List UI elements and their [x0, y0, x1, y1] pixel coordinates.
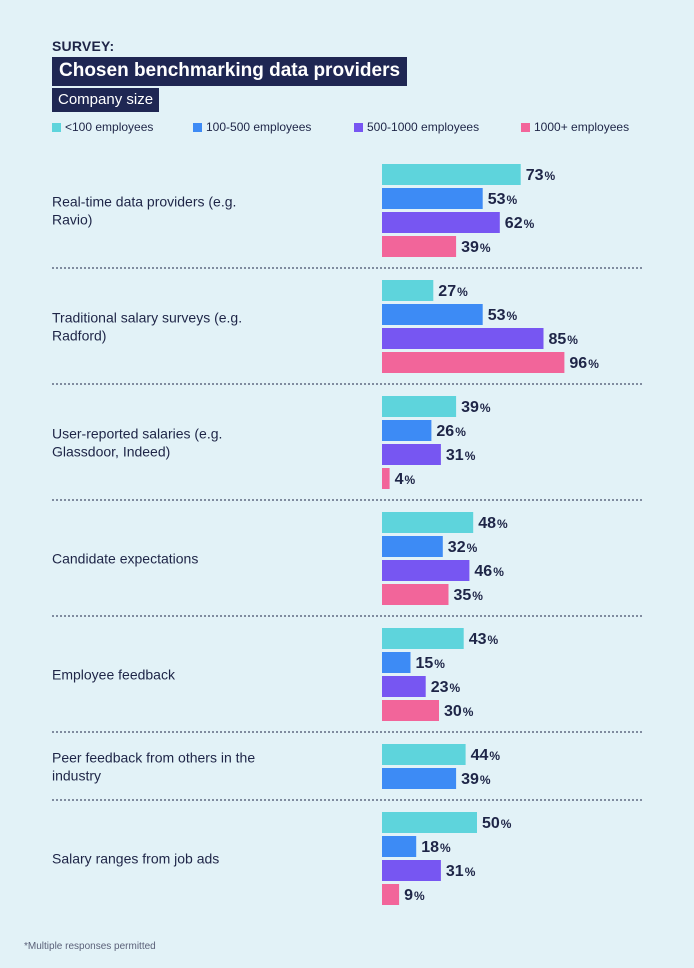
bar-user-reported-salaries-e-g-glassdoor-indeed-100-employees: [382, 396, 457, 417]
legend: <100 employees 100-500 employees 500-100…: [52, 120, 652, 136]
legend-label-500-1000: 500-1000 employees: [367, 120, 480, 134]
data-label-candidate-expectations-100-500-employees: 32%: [448, 539, 478, 556]
data-label-user-reported-salaries-e-g-glassdoor-indeed-500-1000-employees: 31%: [446, 447, 476, 464]
legend-label-lt100: <100 employees: [65, 120, 154, 134]
legend-label-1000plus: 1000+ employees: [534, 120, 630, 134]
data-label-employee-feedback-100-500-employees: 15%: [416, 655, 446, 672]
chart-title: Chosen benchmarking data providers: [52, 57, 408, 86]
legend-swatch-lt100: [52, 122, 61, 132]
survey-eyebrow: SURVEY:: [52, 38, 115, 54]
data-label-peer-feedback-from-others-in-the-industry-100-employees: 44%: [471, 747, 501, 764]
data-label-employee-feedback-1000-employees: 30%: [444, 703, 474, 720]
bar-candidate-expectations-1000-employees: [382, 584, 449, 605]
legend-item-1000plus: 1000+ employees: [521, 120, 629, 134]
bar-user-reported-salaries-e-g-glassdoor-indeed-100-500-employees: [382, 420, 432, 441]
bar-candidate-expectations-500-1000-employees: [382, 560, 470, 581]
category-label-peer-feedback-from-others-in-the-industry: Peer feedback from others in the industry: [52, 750, 255, 784]
bar-employee-feedback-100-employees: [382, 628, 464, 649]
data-label-user-reported-salaries-e-g-glassdoor-indeed-100-employees: 39%: [461, 399, 491, 416]
bar-salary-ranges-from-job-ads-100-500-employees: [382, 836, 417, 857]
data-label-salary-ranges-from-job-ads-100-500-employees: 18%: [421, 839, 451, 856]
bar-user-reported-salaries-e-g-glassdoor-indeed-500-1000-employees: [382, 444, 441, 465]
bar-salary-ranges-from-job-ads-500-1000-employees: [382, 860, 441, 881]
bar-peer-feedback-from-others-in-the-industry-100-employees: [382, 744, 466, 765]
legend-item-lt100: <100 employees: [52, 120, 153, 134]
data-label-peer-feedback-from-others-in-the-industry-100-500-employees: 39%: [461, 771, 491, 788]
data-label-candidate-expectations-100-employees: 48%: [478, 515, 508, 532]
bar-real-time-data-providers-e-g-ravio-500-1000-employees: [382, 212, 500, 233]
bar-salary-ranges-from-job-ads-1000-employees: [382, 884, 400, 905]
bar-real-time-data-providers-e-g-ravio-100-500-employees: [382, 188, 483, 209]
legend-item-500-1000: 500-1000 employees: [354, 120, 479, 134]
bar-employee-feedback-100-500-employees: [382, 652, 411, 673]
bar-salary-ranges-from-job-ads-100-employees: [382, 812, 477, 833]
data-label-user-reported-salaries-e-g-glassdoor-indeed-1000-employees: 4%: [395, 471, 416, 488]
data-label-candidate-expectations-500-1000-employees: 46%: [474, 563, 504, 580]
bar-user-reported-salaries-e-g-glassdoor-indeed-1000-employees: [382, 468, 390, 489]
data-label-employee-feedback-100-employees: 43%: [469, 631, 499, 648]
data-label-traditional-salary-surveys-e-g-radford-500-1000-employees: 85%: [549, 331, 579, 348]
category-label-employee-feedback: Employee feedback: [52, 667, 176, 683]
bar-traditional-salary-surveys-e-g-radford-100-500-employees: [382, 304, 483, 325]
data-label-real-time-data-providers-e-g-ravio-1000-employees: 39%: [461, 239, 491, 256]
bar-traditional-salary-surveys-e-g-radford-100-employees: [382, 280, 434, 301]
data-label-traditional-salary-surveys-e-g-radford-100-employees: 27%: [438, 283, 468, 300]
data-label-real-time-data-providers-e-g-ravio-100-employees: 73%: [526, 167, 556, 184]
legend-swatch-100-500: [193, 122, 202, 132]
bar-real-time-data-providers-e-g-ravio-1000-employees: [382, 236, 457, 257]
bar-employee-feedback-1000-employees: [382, 700, 439, 721]
data-label-salary-ranges-from-job-ads-500-1000-employees: 31%: [446, 863, 476, 880]
legend-swatch-1000plus: [521, 122, 530, 132]
chart-header: SURVEY: Chosen benchmarking data provide…: [52, 38, 408, 112]
bar-traditional-salary-surveys-e-g-radford-500-1000-employees: [382, 328, 544, 349]
data-label-salary-ranges-from-job-ads-1000-employees: 9%: [404, 887, 425, 904]
data-label-candidate-expectations-1000-employees: 35%: [454, 587, 484, 604]
data-label-employee-feedback-500-1000-employees: 23%: [431, 679, 461, 696]
data-label-real-time-data-providers-e-g-ravio-500-1000-employees: 62%: [505, 215, 535, 232]
bar-candidate-expectations-100-employees: [382, 512, 474, 533]
category-label-traditional-salary-surveys-e-g-radford: Traditional salary surveys (e.g. Radford): [52, 310, 242, 344]
data-label-salary-ranges-from-job-ads-100-employees: 50%: [482, 815, 512, 832]
category-label-salary-ranges-from-job-ads: Salary ranges from job ads: [52, 851, 219, 867]
chart-subtitle: Company size: [52, 88, 160, 112]
data-label-traditional-salary-surveys-e-g-radford-1000-employees: 96%: [569, 355, 599, 372]
data-label-real-time-data-providers-e-g-ravio-100-500-employees: 53%: [488, 191, 518, 208]
bar-employee-feedback-500-1000-employees: [382, 676, 426, 697]
bar-peer-feedback-from-others-in-the-industry-100-500-employees: [382, 768, 457, 789]
category-label-real-time-data-providers-e-g-ravio: Real-time data providers (e.g. Ravio): [52, 194, 236, 228]
data-label-user-reported-salaries-e-g-glassdoor-indeed-100-500-employees: 26%: [436, 423, 466, 440]
bar-traditional-salary-surveys-e-g-radford-1000-employees: [382, 352, 565, 373]
bar-candidate-expectations-100-500-employees: [382, 536, 443, 557]
footnote: *Multiple responses permitted: [24, 941, 156, 952]
bar-real-time-data-providers-e-g-ravio-100-employees: [382, 164, 521, 185]
data-label-traditional-salary-surveys-e-g-radford-100-500-employees: 53%: [488, 307, 518, 324]
legend-item-100-500: 100-500 employees: [193, 120, 311, 134]
legend-label-100-500: 100-500 employees: [206, 120, 312, 134]
legend-swatch-500-1000: [354, 122, 363, 132]
category-label-user-reported-salaries-e-g-glassdoor-indeed: User-reported salaries (e.g. Glassdoor, I…: [52, 426, 222, 460]
category-label-candidate-expectations: Candidate expectations: [52, 551, 198, 567]
